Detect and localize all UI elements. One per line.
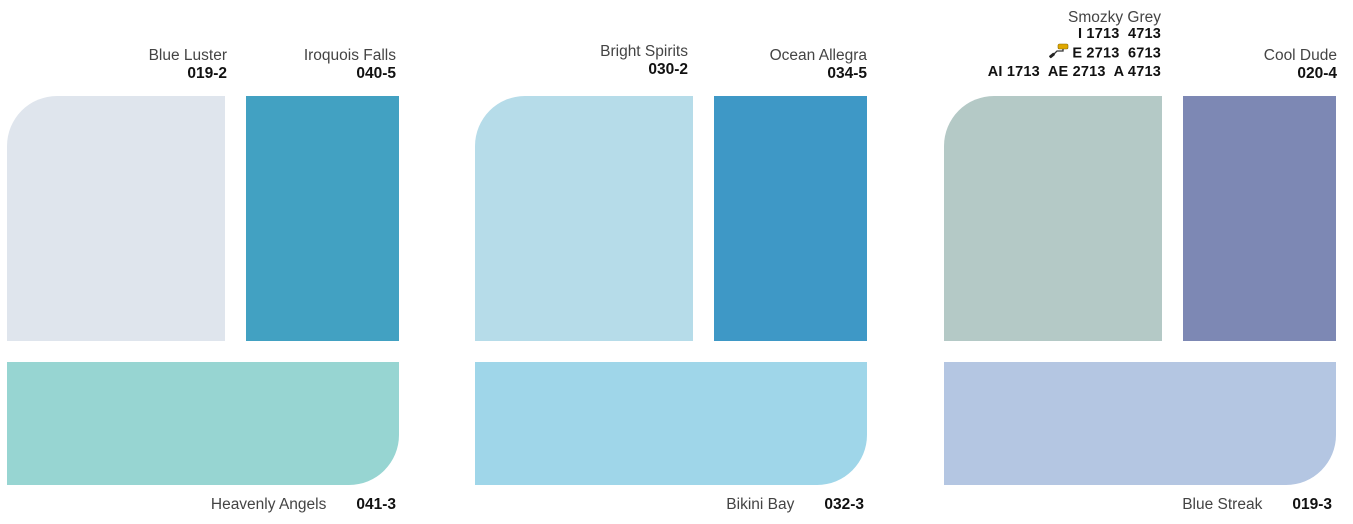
swatch-label-cool-dude: Cool Dude 020-4 xyxy=(1264,47,1337,83)
color-code-line-3: AI 1713 AE 2713 A 4713 xyxy=(987,64,1161,80)
swatch-label-bright-spirits: Bright Spirits 030-2 xyxy=(600,43,688,79)
palette-group-3: Smozky Grey I 1713 4713 E 2713 6713 AI 1… xyxy=(944,0,1337,524)
color-code: 019-3 xyxy=(1292,496,1332,513)
color-name: Blue Luster xyxy=(148,47,227,64)
swatch-blue-streak[interactable] xyxy=(944,362,1336,485)
swatch-label-heavenly-angels: Heavenly Angels 041-3 xyxy=(211,496,396,514)
swatch-blue-luster[interactable] xyxy=(7,96,225,341)
color-code-line-2: E 2713 6713 xyxy=(1072,45,1161,62)
color-name: Smozky Grey xyxy=(1067,9,1161,26)
swatch-label-iroquois-falls: Iroquois Falls 040-5 xyxy=(304,47,396,83)
color-code: 030-2 xyxy=(648,61,688,78)
color-code: 032-3 xyxy=(824,496,864,513)
swatch-cool-dude[interactable] xyxy=(1183,96,1336,341)
color-code: 020-4 xyxy=(1297,65,1337,82)
color-name: Ocean Allegra xyxy=(769,47,867,64)
color-code: 034-5 xyxy=(827,65,867,82)
color-name: Cool Dude xyxy=(1263,47,1337,64)
color-code-line-1: I 1713 4713 xyxy=(1077,26,1161,42)
color-name: Bright Spirits xyxy=(600,43,688,60)
swatch-label-ocean-allegra: Ocean Allegra 034-5 xyxy=(770,47,867,83)
swatch-bright-spirits[interactable] xyxy=(475,96,693,341)
swatch-smozky-grey[interactable] xyxy=(944,96,1162,341)
swatch-label-bikini-bay: Bikini Bay 032-3 xyxy=(726,496,864,514)
color-code: 041-3 xyxy=(356,496,396,513)
swatch-label-blue-luster: Blue Luster 019-2 xyxy=(149,47,227,83)
paint-roller-icon xyxy=(1049,43,1069,64)
swatch-bikini-bay[interactable] xyxy=(475,362,867,485)
color-name: Bikini Bay xyxy=(726,496,795,513)
swatch-ocean-allegra[interactable] xyxy=(714,96,867,341)
swatch-label-smozky-grey: Smozky Grey I 1713 4713 E 2713 6713 AI 1… xyxy=(988,9,1161,81)
color-name: Heavenly Angels xyxy=(210,496,327,513)
swatch-heavenly-angels[interactable] xyxy=(7,362,399,485)
palette-group-2: Bright Spirits 030-2 Ocean Allegra 034-5… xyxy=(475,0,867,524)
palette-group-1: Blue Luster 019-2 Iroquois Falls 040-5 H… xyxy=(7,0,399,524)
color-name: Iroquois Falls xyxy=(303,47,396,64)
color-code-line-2-row: E 2713 6713 xyxy=(988,43,1161,64)
swatch-label-blue-streak: Blue Streak 019-3 xyxy=(1182,496,1332,514)
color-name: Blue Streak xyxy=(1182,496,1263,513)
color-code: 040-5 xyxy=(356,65,396,82)
color-code: 019-2 xyxy=(187,65,227,82)
swatch-iroquois-falls[interactable] xyxy=(246,96,399,341)
